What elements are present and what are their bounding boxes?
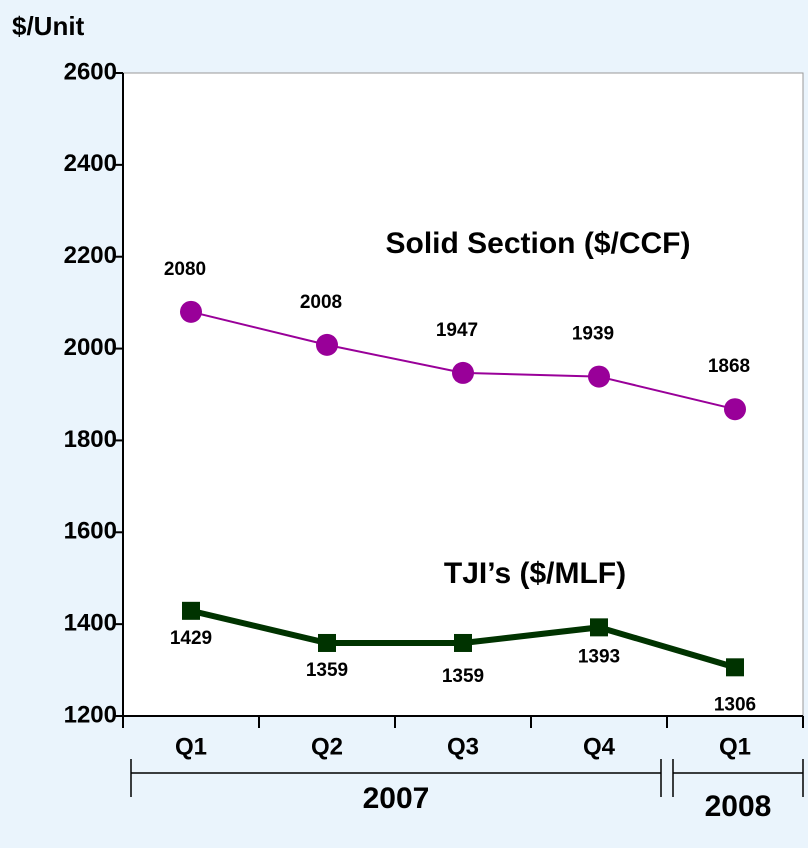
y-tick-label: 1200 — [64, 701, 117, 728]
data-label: 1393 — [578, 646, 620, 667]
point — [452, 361, 474, 384]
point — [318, 633, 336, 652]
point — [588, 365, 610, 388]
point — [182, 601, 200, 620]
y-tick-label: 2200 — [64, 242, 117, 269]
x-tick-label: Q2 — [311, 733, 343, 760]
y-tick-label: 1600 — [64, 518, 117, 545]
point — [316, 333, 338, 356]
y-tick-label: 2400 — [64, 150, 117, 177]
y-axis-label: $/Unit — [12, 11, 85, 41]
point — [590, 618, 608, 637]
series-label: Solid Section ($/CCF) — [385, 227, 690, 260]
data-label: 2080 — [164, 259, 206, 280]
plot-area — [122, 72, 804, 717]
y-tick-label: 2000 — [64, 334, 117, 361]
data-label: 2008 — [300, 292, 342, 313]
x-tick-label: Q4 — [583, 733, 616, 760]
point — [454, 633, 472, 652]
x-tick-label: Q1 — [719, 733, 751, 760]
data-label: 1359 — [306, 660, 348, 681]
y-tick-label: 2600 — [64, 58, 117, 85]
data-label: 1429 — [170, 628, 212, 649]
point — [726, 658, 744, 677]
data-label: 1306 — [714, 694, 756, 715]
y-tick-label: 1400 — [64, 609, 117, 636]
point — [724, 398, 746, 421]
x-tick-label: Q1 — [175, 733, 207, 760]
data-label: 1868 — [708, 356, 750, 377]
y-tick-label: 1800 — [64, 426, 117, 453]
point — [180, 300, 202, 323]
data-label: 1939 — [572, 324, 614, 345]
group-label: 2007 — [363, 782, 430, 815]
data-label: 1947 — [436, 320, 478, 341]
series-label: TJI’s ($/MLF) — [444, 557, 626, 590]
x-tick-label: Q3 — [447, 733, 479, 760]
data-label: 1359 — [442, 666, 484, 687]
group-label: 2008 — [705, 790, 772, 823]
